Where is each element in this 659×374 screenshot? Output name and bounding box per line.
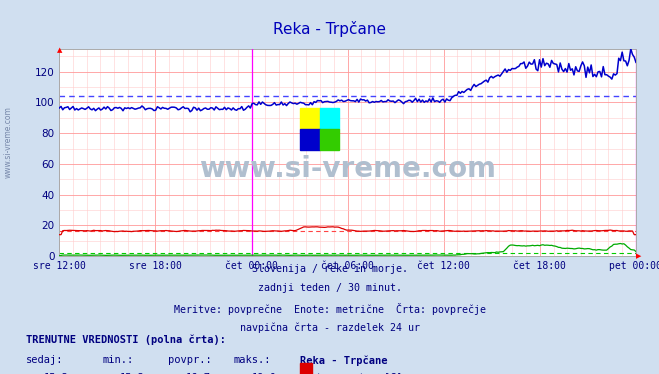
Text: navpična črta - razdelek 24 ur: navpična črta - razdelek 24 ur	[239, 322, 420, 332]
Text: Slovenija / reke in morje.: Slovenija / reke in morje.	[252, 264, 407, 274]
Text: 19,0: 19,0	[252, 373, 277, 374]
Text: ▶: ▶	[636, 253, 641, 259]
Text: min.:: min.:	[102, 355, 133, 365]
Text: ▲: ▲	[57, 47, 62, 53]
Text: temperatura[C]: temperatura[C]	[315, 373, 403, 374]
Text: Reka - Trpčane: Reka - Trpčane	[300, 355, 387, 366]
Text: 15,2: 15,2	[120, 373, 145, 374]
Text: 16,7: 16,7	[186, 373, 211, 374]
Text: Meritve: povprečne  Enote: metrične  Črta: povprečje: Meritve: povprečne Enote: metrične Črta:…	[173, 303, 486, 315]
Text: 15,2: 15,2	[44, 373, 69, 374]
Text: www.si-vreme.com: www.si-vreme.com	[199, 155, 496, 183]
Text: maks.:: maks.:	[234, 355, 272, 365]
Text: sedaj:: sedaj:	[26, 355, 64, 365]
Text: www.si-vreme.com: www.si-vreme.com	[3, 106, 13, 178]
Text: zadnji teden / 30 minut.: zadnji teden / 30 minut.	[258, 283, 401, 293]
Text: povpr.:: povpr.:	[168, 355, 212, 365]
Text: TRENUTNE VREDNOSTI (polna črta):: TRENUTNE VREDNOSTI (polna črta):	[26, 335, 226, 345]
Text: Reka - Trpčane: Reka - Trpčane	[273, 21, 386, 37]
